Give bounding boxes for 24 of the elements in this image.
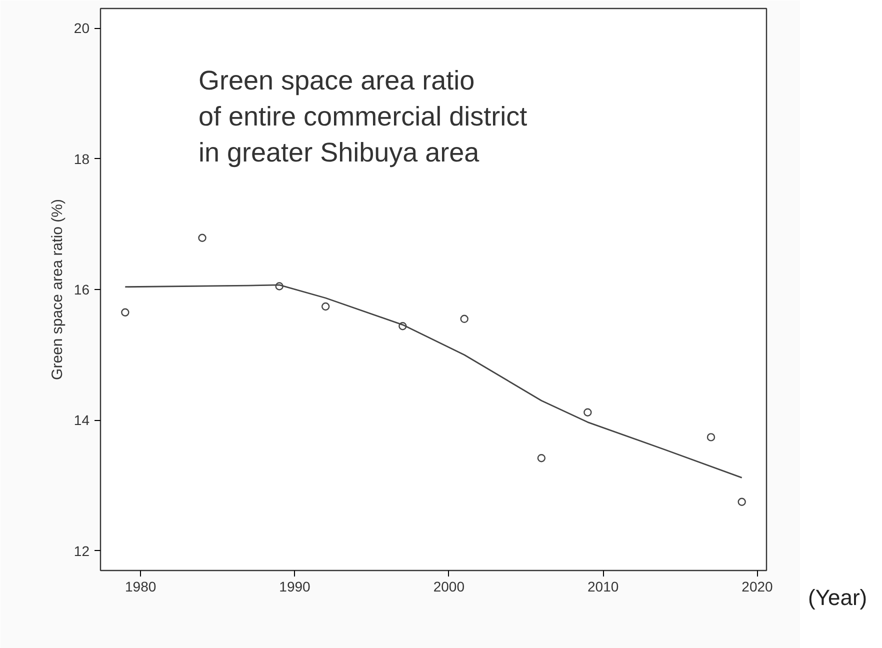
x-tick-label: 2020 [742, 578, 774, 594]
point [706, 433, 716, 442]
x-tick-label: 2010 [588, 578, 619, 594]
point [198, 234, 206, 242]
y-tick-label: 14 [74, 412, 90, 428]
point [738, 498, 746, 506]
point [321, 302, 330, 311]
point [537, 454, 546, 462]
y-tick-label: 18 [74, 150, 90, 167]
x-tick-label: 2000 [433, 578, 465, 594]
point [275, 282, 284, 290]
y-tick-label: 20 [74, 20, 90, 36]
point [584, 408, 592, 416]
y-axis-title: Green space area ratio (%) [48, 199, 66, 380]
x-axis-title: (Year) [808, 584, 868, 612]
x-tick-label: 1980 [125, 578, 156, 594]
y-tick-label: 12 [74, 542, 90, 559]
text: Green space area ratio of entire commercial district in greater Shibuya area [198, 66, 528, 168]
line-series [124, 284, 743, 478]
point [460, 314, 468, 323]
point [398, 322, 407, 330]
y-tick-label: 16 [74, 282, 90, 298]
x-tick-label: 1990 [279, 578, 311, 594]
point [121, 308, 130, 316]
